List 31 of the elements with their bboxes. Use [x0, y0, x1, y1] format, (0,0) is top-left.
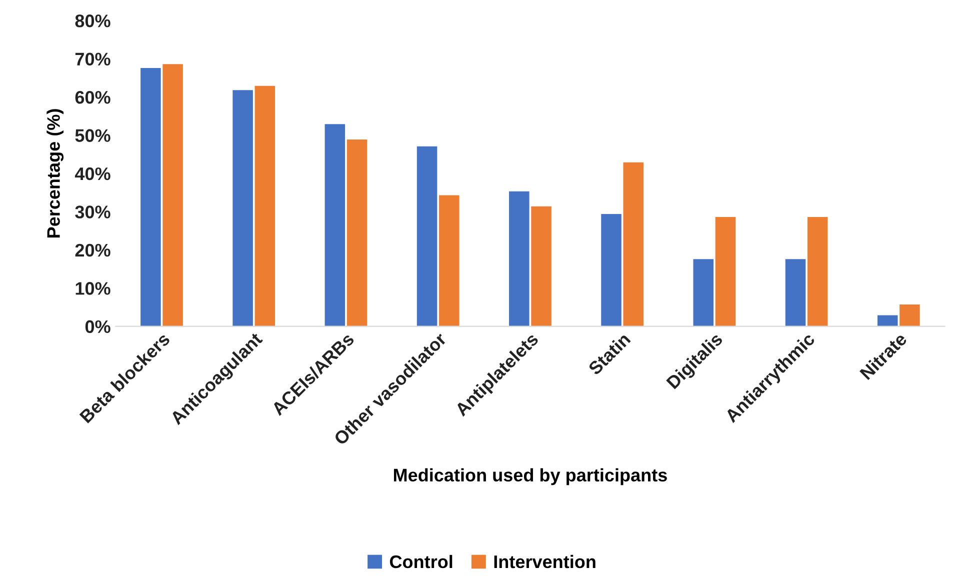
y-tick-label: 50%: [75, 129, 110, 142]
y-tick-label: 10%: [76, 282, 110, 295]
bar: [232, 90, 253, 326]
bar: [601, 214, 622, 326]
y-tick-label: 20%: [75, 244, 110, 257]
bar: [324, 124, 346, 326]
bar: [140, 68, 161, 326]
y-tick-label: 30%: [75, 206, 110, 218]
legend-label: Intervention: [494, 554, 596, 568]
legend-label: Control: [390, 554, 452, 568]
bar: [693, 259, 714, 326]
y-tick-label: 40%: [74, 167, 110, 180]
y-tick-label: 70%: [75, 52, 110, 66]
bar: [531, 206, 552, 326]
bar: [439, 195, 460, 326]
bar: [346, 139, 368, 326]
y-tick-label: 60%: [75, 90, 110, 104]
x-axis-title: Medication used by participants: [394, 468, 667, 486]
bar: [900, 304, 920, 326]
bar: [877, 315, 898, 326]
bar: [254, 86, 276, 326]
bar: [785, 259, 806, 326]
y-tick-label: 80%: [75, 14, 110, 28]
bar: [509, 191, 530, 326]
y-axis-title: Percentage (%): [46, 109, 64, 238]
bar: [807, 217, 828, 326]
bar: [623, 162, 644, 326]
bar: [162, 64, 183, 326]
bar: [715, 217, 736, 326]
bar: [416, 146, 438, 326]
y-tick-label: 0%: [85, 320, 110, 334]
